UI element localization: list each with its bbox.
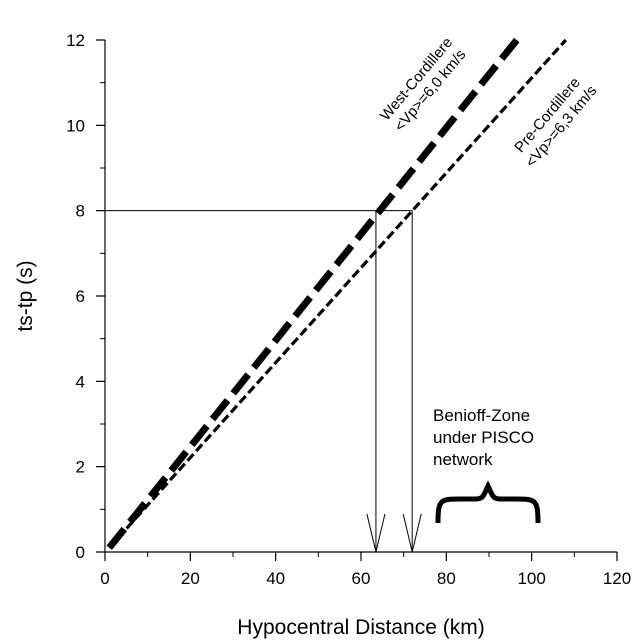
y-tick-label-10: 10 — [66, 116, 85, 135]
y-axis-ticks: 0 2 4 6 8 10 12 — [66, 31, 105, 562]
series-label-pre-cordillere: Pre-Cordillere <Vp>=6,3 km/s — [511, 74, 600, 171]
x-tick-label-20: 20 — [181, 569, 200, 588]
x-axis-ticks: 0 20 40 60 80 100 120 — [100, 552, 631, 588]
plot-area — [105, 37, 567, 553]
series-line-1 — [108, 38, 567, 549]
x-tick-label-40: 40 — [266, 569, 285, 588]
benioff-zone-brace — [435, 480, 541, 524]
y-tick-label-12: 12 — [66, 31, 85, 50]
y-axis-title: ts-tp (s) — [14, 260, 37, 331]
x-tick-label-60: 60 — [352, 569, 371, 588]
y-tick-label-0: 0 — [76, 543, 85, 562]
y-tick-label-6: 6 — [76, 287, 85, 306]
y-tick-label-8: 8 — [76, 202, 85, 221]
x-axis-title: Hypocentral Distance (km) — [237, 616, 484, 639]
y-tick-label-2: 2 — [76, 458, 85, 477]
benioff-zone-label-line1: Benioff-Zone — [433, 406, 530, 425]
y-tick-label-4: 4 — [76, 372, 85, 391]
series-line-0 — [106, 37, 520, 550]
benioff-zone-label-line3: network — [433, 450, 493, 469]
x-tick-label-120: 120 — [603, 569, 631, 588]
x-tick-label-100: 100 — [517, 569, 545, 588]
benioff-zone-label-line2: under PISCO — [433, 428, 534, 447]
x-tick-label-0: 0 — [100, 569, 109, 588]
x-tick-label-80: 80 — [437, 569, 456, 588]
